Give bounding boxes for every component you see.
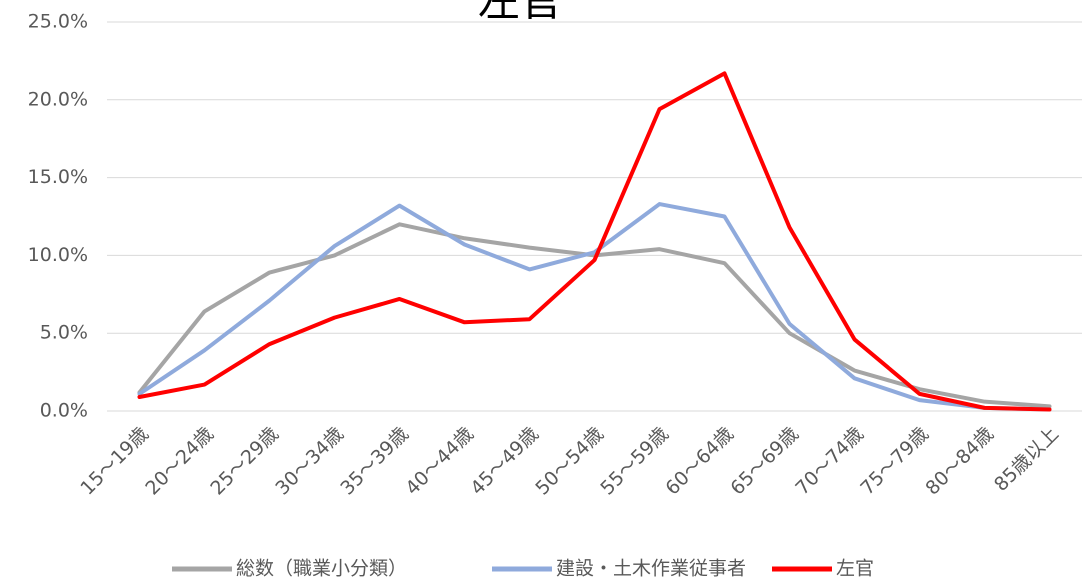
legend-label: 建設・土木作業従事者 — [556, 558, 746, 580]
chart-title: 左官 — [478, 0, 562, 26]
y-tick-label: 25.0% — [28, 11, 88, 33]
x-tick-label: 20～24歳 — [141, 423, 218, 500]
x-tick-label: 60～64歳 — [661, 423, 738, 500]
x-tick-label: 75～79歳 — [856, 423, 933, 500]
x-tick-label: 85歳以上 — [990, 423, 1063, 496]
x-tick-label: 80～84歳 — [921, 423, 998, 500]
y-tick-label: 10.0% — [28, 244, 88, 266]
x-tick-label: 45～49歳 — [466, 423, 543, 500]
series-line — [137, 202, 1052, 412]
x-tick-label: 15～19歳 — [76, 423, 153, 500]
x-tick-label: 40～44歳 — [401, 423, 478, 500]
y-tick-label: 20.0% — [28, 88, 88, 110]
x-tick-label: 55～59歳 — [596, 423, 673, 500]
x-tick-label: 30～34歳 — [271, 423, 348, 500]
y-tick-label: 0.0% — [40, 400, 88, 422]
legend-label: 左官 — [836, 558, 874, 580]
x-tick-label: 70～74歳 — [791, 423, 868, 500]
y-tick-label: 5.0% — [40, 322, 88, 344]
legend-label: 総数（職業小分類） — [236, 558, 407, 580]
x-tick-label: 65～69歳 — [726, 423, 803, 500]
x-tick-label: 35～39歳 — [336, 423, 413, 500]
x-tick-label: 25～29歳 — [206, 423, 283, 500]
series-line — [137, 71, 1052, 412]
y-tick-label: 15.0% — [28, 166, 88, 188]
x-tick-label: 50～54歳 — [531, 423, 608, 500]
